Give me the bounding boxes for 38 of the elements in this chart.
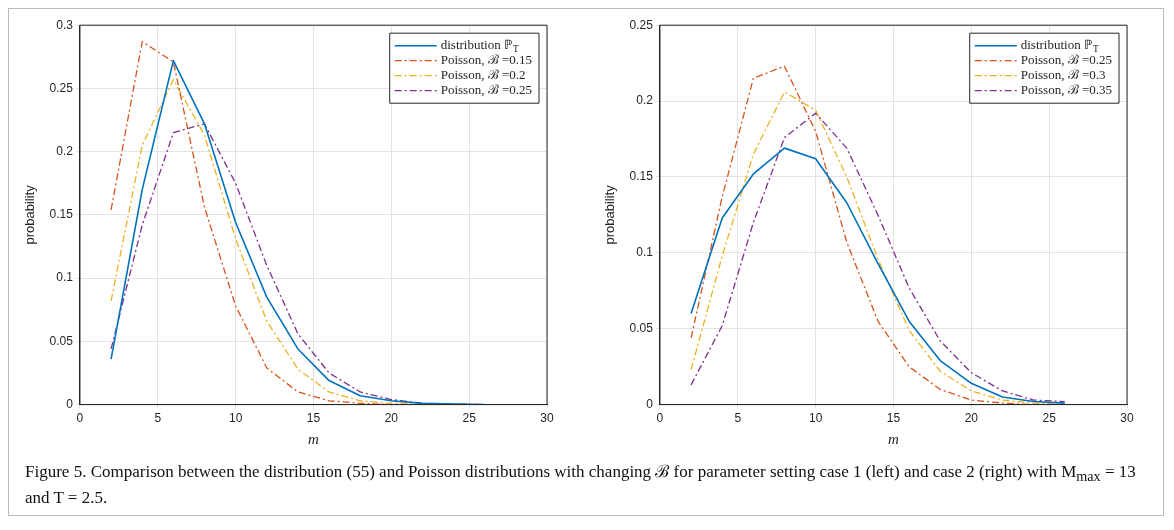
y-axis-title: probability xyxy=(22,184,38,245)
y-axis-title: probability xyxy=(602,184,618,245)
y-tick-label: 0.05 xyxy=(629,321,654,336)
legend-label: Poisson, ℬ =0.2 xyxy=(440,67,526,83)
y-tick-label: 0.15 xyxy=(629,169,654,184)
y-tick-label: 0 xyxy=(646,396,654,411)
x-tick-label: 20 xyxy=(964,411,979,426)
legend-label: Poisson, ℬ =0.3 xyxy=(1020,67,1106,83)
x-tick-label: 0 xyxy=(656,411,664,426)
x-axis-title: m xyxy=(888,430,900,447)
x-tick-label: 15 xyxy=(886,411,901,426)
x-tick-label: 25 xyxy=(462,411,477,426)
x-tick-label: 5 xyxy=(734,411,742,426)
legend-label: Poisson, ℬ =0.35 xyxy=(1020,82,1113,98)
x-tick-label: 25 xyxy=(1042,411,1057,426)
y-tick-label: 0.3 xyxy=(56,17,74,32)
x-tick-label: 5 xyxy=(154,411,162,426)
x-tick-label: 30 xyxy=(1120,411,1134,426)
x-tick-label: 15 xyxy=(306,411,321,426)
legend-label: Poisson, ℬ =0.25 xyxy=(1020,52,1113,68)
legend-label: Poisson, ℬ =0.25 xyxy=(440,82,533,98)
y-tick-label: 0.1 xyxy=(636,245,654,260)
x-tick-label: 20 xyxy=(384,411,399,426)
y-tick-label: 0.1 xyxy=(56,270,74,285)
text: Figure 5. Comparison between the distribution (55) and Poisson distributions with changing ℬ for parameter setting case 1 (left) and case 2 (right) with M$_{max}$ = 13 and T = 2.5. xyxy=(25,462,1136,508)
x-axis-title: m xyxy=(308,430,320,447)
y-tick-label: 0.05 xyxy=(49,333,74,348)
y-tick-label: 0.25 xyxy=(49,80,74,95)
x-tick-label: 10 xyxy=(228,411,243,426)
y-tick-label: 0.25 xyxy=(629,17,654,32)
y-tick-label: 0 xyxy=(66,396,74,411)
legend-label: Poisson, ℬ =0.15 xyxy=(440,52,533,68)
x-tick-label: 10 xyxy=(808,411,823,426)
y-tick-label: 0.15 xyxy=(49,207,74,222)
y-tick-label: 0.2 xyxy=(56,143,74,158)
x-tick-label: 30 xyxy=(540,411,554,426)
y-tick-label: 0.2 xyxy=(636,93,654,108)
x-tick-label: 0 xyxy=(76,411,84,426)
